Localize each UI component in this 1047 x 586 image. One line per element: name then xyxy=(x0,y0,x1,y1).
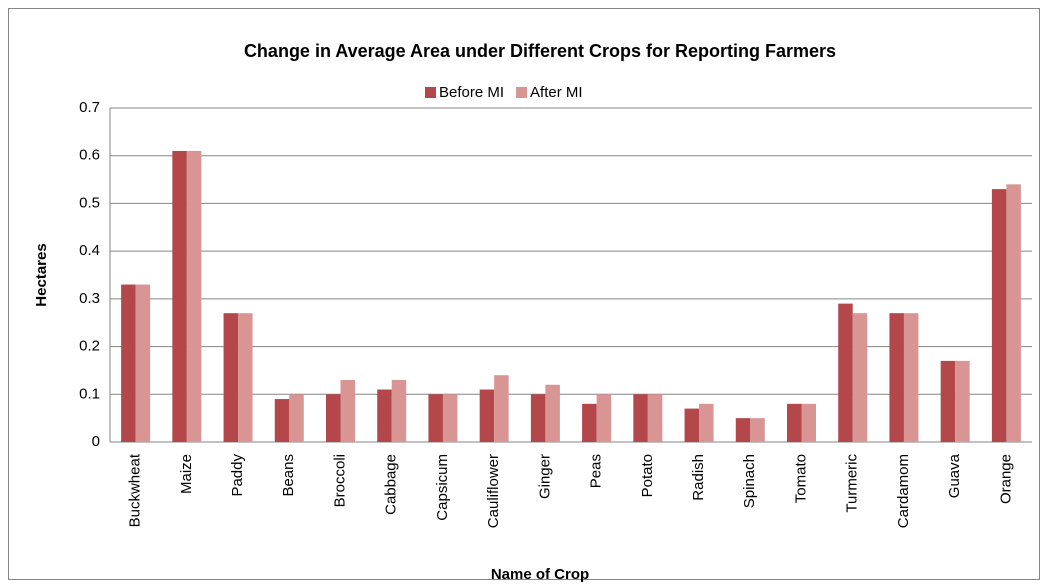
legend-label: After MI xyxy=(530,84,583,101)
bar xyxy=(172,150,187,442)
bar xyxy=(340,379,355,442)
bar xyxy=(391,379,407,442)
x-tick-label: Broccoli xyxy=(331,454,348,507)
bar xyxy=(991,189,1007,442)
x-tick-label: Paddy xyxy=(229,454,246,497)
bar xyxy=(223,313,239,442)
bar xyxy=(801,403,816,442)
x-tick-label: Peas xyxy=(588,454,605,488)
x-tick-label: Orange xyxy=(997,454,1014,504)
bar xyxy=(326,394,341,442)
bar xyxy=(889,313,904,442)
bar xyxy=(940,360,956,442)
bar xyxy=(545,384,560,442)
bar xyxy=(289,394,304,442)
bar xyxy=(684,408,700,442)
bar xyxy=(494,375,509,442)
bar xyxy=(121,284,136,442)
x-tick-label: Ginger xyxy=(536,454,553,499)
x-tick-label: Guava xyxy=(946,453,963,498)
y-tick-label: 0.5 xyxy=(79,194,100,211)
x-tick-label: Tomato xyxy=(792,454,809,503)
y-tick-label: 0.4 xyxy=(79,242,100,259)
bar xyxy=(377,389,392,442)
y-tick-label: 0.2 xyxy=(79,338,100,355)
x-tick-label: Radish xyxy=(690,454,707,501)
bar xyxy=(442,394,458,442)
bar xyxy=(479,389,495,442)
bar xyxy=(582,403,597,442)
bar xyxy=(135,284,151,442)
legend-label: Before MI xyxy=(439,84,504,101)
bar xyxy=(647,394,663,442)
x-tick-label: Capsicum xyxy=(434,454,451,521)
bar xyxy=(955,360,970,442)
y-tick-label: 0.3 xyxy=(79,290,100,307)
chart-title: Change in Average Area under Different C… xyxy=(244,41,836,61)
bar xyxy=(1006,184,1021,443)
x-tick-label: Turmeric xyxy=(844,454,861,513)
x-tick-label: Beans xyxy=(280,454,297,497)
bar xyxy=(186,150,202,442)
x-tick-label: Buckwheat xyxy=(127,453,144,527)
bar xyxy=(633,394,648,442)
x-tick-label: Cauliflower xyxy=(485,454,502,528)
x-tick-label: Spinach xyxy=(741,454,758,508)
bar xyxy=(699,403,714,442)
bar xyxy=(274,399,290,442)
bar xyxy=(787,403,802,442)
x-tick-label: Cardamom xyxy=(895,454,912,528)
bar xyxy=(852,313,868,442)
bar xyxy=(903,313,919,442)
y-tick-label: 0.7 xyxy=(79,99,100,116)
y-tick-label: 0.6 xyxy=(79,147,100,164)
bar xyxy=(530,394,546,442)
y-tick-label: 0.1 xyxy=(79,385,100,402)
bar xyxy=(596,394,612,442)
bar xyxy=(838,303,853,442)
legend-swatch xyxy=(425,87,436,98)
bar xyxy=(238,313,253,442)
y-tick-label: 0 xyxy=(92,433,100,450)
x-tick-label: Potato xyxy=(639,454,656,497)
bar xyxy=(735,418,751,442)
legend-swatch xyxy=(516,87,528,98)
x-axis-title: Name of Crop xyxy=(491,566,589,583)
x-tick-label: Cabbage xyxy=(383,454,400,515)
x-tick-label: Maize xyxy=(178,454,195,494)
y-axis-title: Hectares xyxy=(33,243,50,306)
bar xyxy=(750,418,765,442)
bar xyxy=(428,394,443,442)
